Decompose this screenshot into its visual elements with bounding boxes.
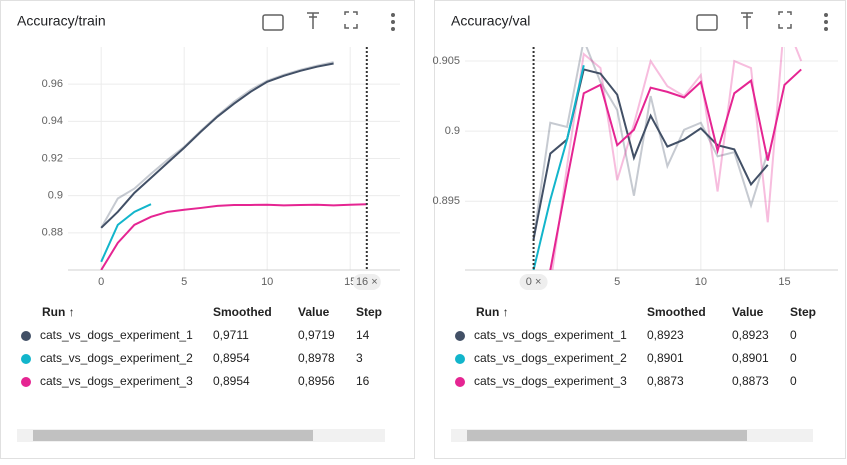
run-name: cats_vs_dogs_experiment_1 xyxy=(40,328,193,342)
pin-button[interactable] xyxy=(741,12,753,29)
y-tick-label: 0.92 xyxy=(42,152,63,164)
table-cell: 0 xyxy=(790,374,797,388)
run-color xyxy=(455,331,465,341)
table-cell: 16 xyxy=(356,374,370,388)
y-tick-label: 0.96 xyxy=(42,78,63,90)
step-chip xyxy=(352,274,381,290)
x-tick-label: 10 xyxy=(261,276,273,288)
column-header: Smoothed xyxy=(647,305,706,319)
table-cell: 0 xyxy=(790,351,797,365)
column-header: Run ↑ xyxy=(476,305,509,319)
run-name: cats_vs_dogs_experiment_2 xyxy=(40,351,193,365)
table-cell: 0,8954 xyxy=(213,374,250,388)
table-cell: 0,9719 xyxy=(298,328,335,342)
table-cell: 0 xyxy=(790,328,797,342)
smoothed-line xyxy=(100,203,152,263)
table-cell: 0,8978 xyxy=(298,351,335,365)
run-name: cats_vs_dogs_experiment_3 xyxy=(474,374,627,388)
table-cell: 3 xyxy=(356,351,363,365)
column-header: Value xyxy=(732,305,764,319)
x-tick-label: 15 xyxy=(778,276,790,288)
plot xyxy=(532,47,803,270)
column-header: Smoothed xyxy=(213,305,272,319)
smoothed-line xyxy=(100,62,334,229)
smoothed-line xyxy=(532,65,585,270)
run-name: cats_vs_dogs_experiment_3 xyxy=(40,374,193,388)
card-title: Accuracy/train xyxy=(17,13,106,29)
menu-button[interactable] xyxy=(824,13,828,31)
x-tick-label: 10 xyxy=(695,276,707,288)
table-cell: 0,8954 xyxy=(213,351,250,365)
x-tick-label: 0 xyxy=(98,276,104,288)
run-color xyxy=(455,354,465,364)
y-tick-label: 0.905 xyxy=(432,55,460,67)
table-cell: 0,9711 xyxy=(213,328,249,342)
table-cell: 0,8873 xyxy=(647,374,684,388)
run-name: cats_vs_dogs_experiment_1 xyxy=(474,328,627,342)
card-title: Accuracy/val xyxy=(451,13,530,29)
x-tick-label: 5 xyxy=(614,276,620,288)
plot xyxy=(100,61,367,270)
fullscreen-button[interactable] xyxy=(778,11,792,29)
menu-button[interactable] xyxy=(391,13,395,31)
table-cell: 0,8956 xyxy=(298,374,335,388)
run-color xyxy=(455,377,465,387)
table-cell: 0,8901 xyxy=(732,351,769,365)
scrollbar[interactable] xyxy=(17,429,813,442)
fit-button[interactable] xyxy=(696,14,718,31)
y-tick-label: 0.9 xyxy=(445,125,460,137)
run-color xyxy=(21,377,31,387)
column-header: Run ↑ xyxy=(42,305,75,319)
step-chip-label: 0 × xyxy=(526,276,542,288)
y-tick-label: 0.9 xyxy=(48,190,63,202)
smoothed-line xyxy=(549,68,802,270)
table-cell: 0,8923 xyxy=(732,328,769,342)
smoothed-line xyxy=(100,203,367,270)
column-header: Step xyxy=(356,305,382,319)
y-tick-label: 0.895 xyxy=(432,195,460,207)
fullscreen-button[interactable] xyxy=(344,11,358,29)
y-tick-label: 0.94 xyxy=(42,115,63,127)
fit-button[interactable] xyxy=(262,14,284,31)
column-header: Value xyxy=(298,305,330,319)
run-color xyxy=(21,331,31,341)
x-tick-label: 15 xyxy=(344,276,356,288)
table-cell: 0,8923 xyxy=(647,328,684,342)
card-toolbar xyxy=(262,11,828,31)
column-header: Step xyxy=(790,305,816,319)
run-name: cats_vs_dogs_experiment_2 xyxy=(474,351,627,365)
x-tick-label: 5 xyxy=(181,276,187,288)
table-cell: 14 xyxy=(356,328,370,342)
pin-button[interactable] xyxy=(307,12,319,29)
y-tick-label: 0.88 xyxy=(42,227,63,239)
step-chip xyxy=(519,274,548,290)
table-cell: 0,8873 xyxy=(732,374,769,388)
run-color xyxy=(21,354,31,364)
raw-line xyxy=(532,47,769,240)
step-chip-label: 16 × xyxy=(356,276,378,288)
card xyxy=(434,0,846,459)
card xyxy=(0,0,415,459)
table-cell: 0,8901 xyxy=(647,351,684,365)
